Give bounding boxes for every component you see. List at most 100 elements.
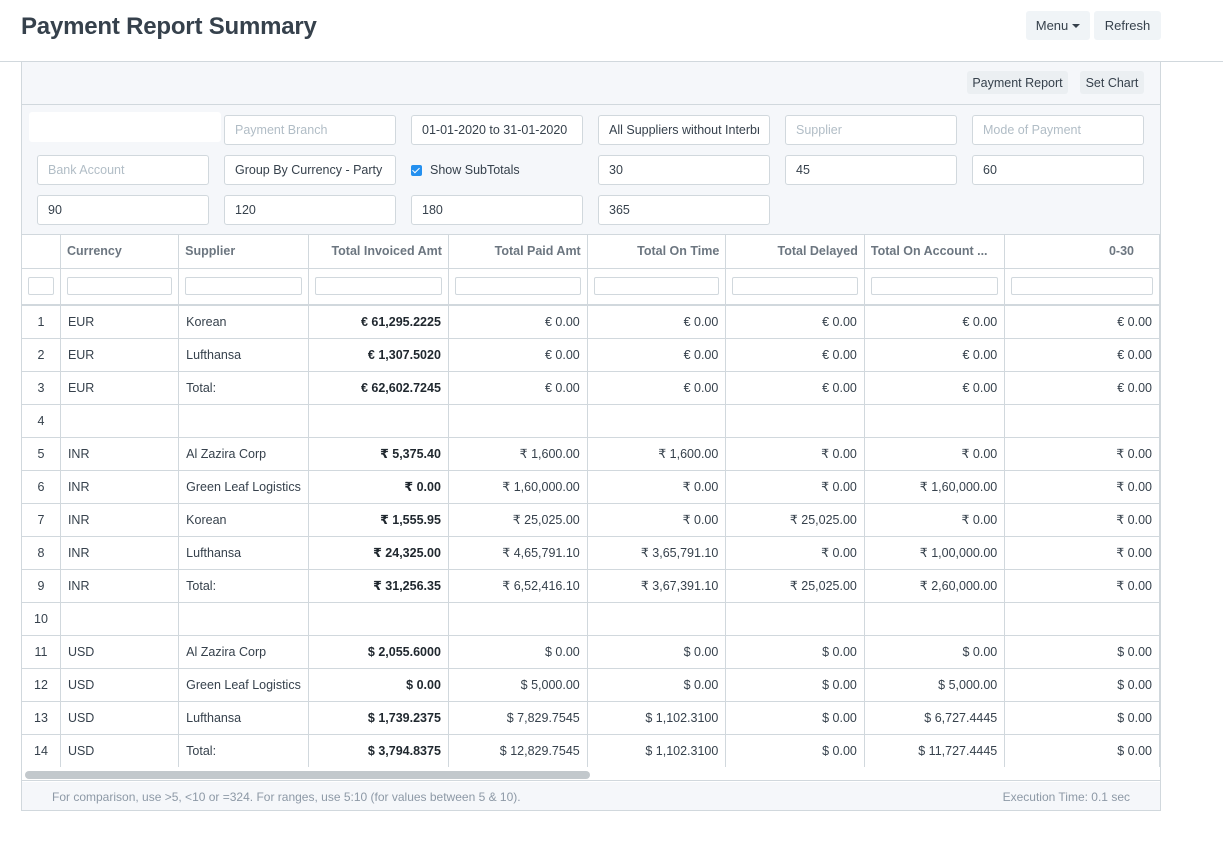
invoiced-cell[interactable] [308, 404, 449, 438]
on-account-cell[interactable]: ₹ 2,60,000.00 [864, 569, 1006, 603]
row-index[interactable]: 2 [22, 338, 61, 372]
total-on-account-header[interactable]: Total On Account ... [864, 235, 1006, 269]
paid-cell[interactable]: $ 12,829.7545 [448, 734, 588, 767]
range-2-filter[interactable] [785, 155, 957, 185]
invoiced-cell[interactable]: € 1,307.5020 [308, 338, 449, 372]
total-paid-header[interactable]: Total Paid Amt [448, 235, 588, 269]
on-account-cell[interactable] [864, 602, 1006, 636]
delayed-cell[interactable]: € 0.00 [725, 305, 865, 339]
row-index[interactable]: 4 [22, 404, 61, 438]
table-row[interactable]: 8 INR Lufthansa ₹ 24,325.00 ₹ 4,65,791.10 ₹ 3… [22, 536, 1160, 570]
range-5-filter[interactable] [224, 195, 396, 225]
currency-column-filter[interactable] [66, 277, 173, 296]
delayed-cell[interactable]: ₹ 25,025.00 [725, 569, 865, 603]
on-account-cell[interactable]: ₹ 1,60,000.00 [864, 470, 1006, 504]
on-time-cell[interactable] [587, 602, 727, 636]
range-0-30-cell[interactable]: ₹ 0.00 [1004, 536, 1160, 570]
row-index[interactable]: 5 [22, 437, 61, 471]
on-time-column-filter[interactable] [593, 277, 720, 296]
range-0-30-cell[interactable]: ₹ 0.00 [1004, 503, 1160, 537]
row-index[interactable]: 9 [22, 569, 61, 603]
group-by-filter[interactable] [224, 155, 396, 185]
paid-cell[interactable]: € 0.00 [448, 305, 588, 339]
on-time-cell[interactable] [587, 404, 727, 438]
table-row[interactable]: 10 [22, 602, 1160, 636]
range-0-30-column-filter[interactable] [1011, 277, 1153, 296]
range-0-30-cell[interactable] [1004, 404, 1160, 438]
delayed-cell[interactable] [725, 602, 865, 636]
on-account-cell[interactable]: $ 11,727.4445 [864, 734, 1006, 767]
table-row[interactable]: 4 [22, 404, 1160, 438]
currency-header[interactable]: Currency [60, 235, 180, 269]
paid-cell[interactable]: ₹ 1,60,000.00 [448, 470, 588, 504]
paid-cell[interactable] [448, 602, 588, 636]
currency-cell[interactable]: INR [60, 470, 180, 504]
on-account-cell[interactable]: ₹ 0.00 [864, 437, 1006, 471]
invoiced-cell[interactable] [308, 602, 449, 636]
paid-cell[interactable]: € 0.00 [448, 371, 588, 405]
on-account-cell[interactable]: € 0.00 [864, 338, 1006, 372]
company-filter[interactable] [29, 112, 221, 142]
supplier-cell[interactable]: Total: [178, 734, 309, 767]
supplier-cell[interactable]: Green Leaf Logistics [178, 668, 309, 702]
paid-cell[interactable]: $ 0.00 [448, 635, 588, 669]
on-time-cell[interactable]: ₹ 1,600.00 [587, 437, 727, 471]
on-time-cell[interactable]: ₹ 0.00 [587, 470, 727, 504]
paid-cell[interactable]: € 0.00 [448, 338, 588, 372]
range-3-filter[interactable] [972, 155, 1144, 185]
supplier-cell[interactable]: Lufthansa [178, 701, 309, 735]
range-0-30-cell[interactable]: ₹ 0.00 [1004, 437, 1160, 471]
row-index[interactable]: 10 [22, 602, 61, 636]
bank-account-filter[interactable] [37, 155, 209, 185]
table-row[interactable]: 3 EUR Total: € 62,602.7245 € 0.00 € 0.00 € 0.0… [22, 371, 1160, 405]
row-index[interactable]: 3 [22, 371, 61, 405]
invoiced-cell[interactable]: ₹ 0.00 [308, 470, 449, 504]
row-index[interactable]: 8 [22, 536, 61, 570]
invoiced-cell[interactable]: € 61,295.2225 [308, 305, 449, 339]
delayed-cell[interactable]: ₹ 25,025.00 [725, 503, 865, 537]
delayed-cell[interactable]: $ 0.00 [725, 701, 865, 735]
currency-cell[interactable]: USD [60, 635, 180, 669]
table-row[interactable]: 1 EUR Korean € 61,295.2225 € 0.00 € 0.00 € 0.0… [22, 305, 1160, 339]
invoiced-cell[interactable]: ₹ 5,375.40 [308, 437, 449, 471]
delayed-cell[interactable]: $ 0.00 [725, 734, 865, 767]
on-account-cell[interactable]: € 0.00 [864, 305, 1006, 339]
invoiced-cell[interactable]: $ 3,794.8375 [308, 734, 449, 767]
range-0-30-header[interactable]: 0-30 [1004, 235, 1160, 269]
range-4-filter[interactable] [37, 195, 209, 225]
delayed-cell[interactable]: ₹ 0.00 [725, 470, 865, 504]
invoiced-cell[interactable]: ₹ 31,256.35 [308, 569, 449, 603]
supplier-cell[interactable] [178, 602, 309, 636]
currency-cell[interactable]: USD [60, 734, 180, 767]
invoiced-cell[interactable]: $ 1,739.2375 [308, 701, 449, 735]
currency-cell[interactable]: USD [60, 701, 180, 735]
currency-cell[interactable]: EUR [60, 338, 180, 372]
table-row[interactable]: 7 INR Korean ₹ 1,555.95 ₹ 25,025.00 ₹ 0.00 ₹ 2… [22, 503, 1160, 537]
index-column-filter[interactable] [28, 277, 54, 296]
range-7-filter[interactable] [598, 195, 770, 225]
on-time-cell[interactable]: ₹ 3,65,791.10 [587, 536, 727, 570]
horizontal-scrollbar-track[interactable] [22, 767, 1160, 781]
table-row[interactable]: 6 INR Green Leaf Logistics ₹ 0.00 ₹ 1,60,000… [22, 470, 1160, 504]
on-time-cell[interactable]: € 0.00 [587, 371, 727, 405]
delayed-cell[interactable]: $ 0.00 [725, 668, 865, 702]
supplier-cell[interactable]: Al Zazira Corp [178, 635, 309, 669]
on-account-cell[interactable]: € 0.00 [864, 371, 1006, 405]
horizontal-scrollbar-thumb[interactable] [25, 771, 590, 779]
delayed-column-filter[interactable] [732, 277, 858, 296]
delayed-cell[interactable]: ₹ 0.00 [725, 437, 865, 471]
supplier-column-filter[interactable] [185, 277, 302, 296]
supplier-cell[interactable]: Korean [178, 305, 309, 339]
invoiced-cell[interactable]: $ 2,055.6000 [308, 635, 449, 669]
invoiced-cell[interactable]: $ 0.00 [308, 668, 449, 702]
supplier-cell[interactable]: Green Leaf Logistics [178, 470, 309, 504]
supplier-cell[interactable] [178, 404, 309, 438]
currency-cell[interactable]: INR [60, 503, 180, 537]
currency-cell[interactable] [60, 602, 180, 636]
paid-cell[interactable]: ₹ 25,025.00 [448, 503, 588, 537]
paid-cell[interactable]: $ 5,000.00 [448, 668, 588, 702]
range-0-30-cell[interactable]: € 0.00 [1004, 305, 1160, 339]
table-row[interactable]: 13 USD Lufthansa $ 1,739.2375 $ 7,829.7545 $ … [22, 701, 1160, 735]
checkbox-checked-icon[interactable] [411, 164, 422, 176]
row-index[interactable]: 6 [22, 470, 61, 504]
